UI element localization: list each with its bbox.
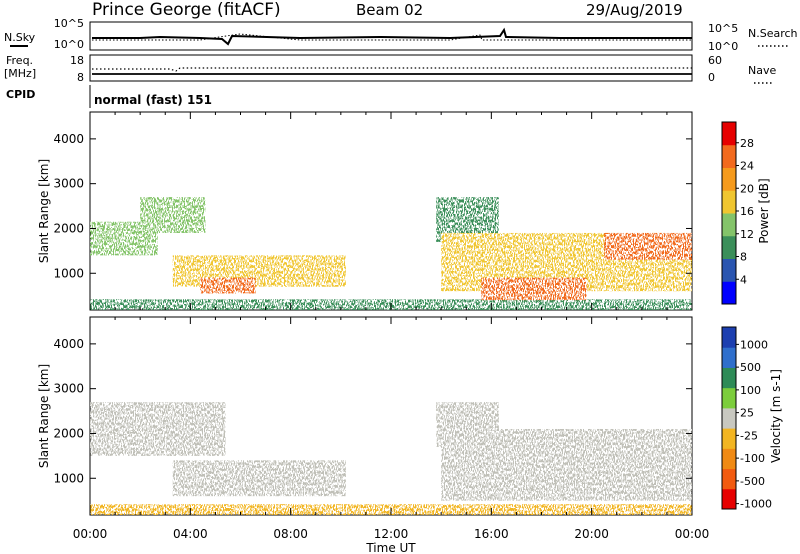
y-tick-label: 1000 <box>53 266 84 280</box>
y-tick-label: 1000 <box>53 471 84 485</box>
y-tick-label: 3000 <box>53 382 84 396</box>
scatter-region <box>140 197 206 233</box>
colorbar-swatch <box>722 235 736 259</box>
x-axis-label: Time UT <box>365 541 416 554</box>
velocity-scatter-layer <box>90 402 692 515</box>
colorbar-swatch <box>722 190 736 214</box>
colorbar-swatch <box>722 281 736 305</box>
colorbar-swatch <box>722 468 736 490</box>
colorbar-tick-label: -500 <box>740 475 765 488</box>
y-tick-label: 2000 <box>53 426 84 440</box>
colorbar-swatch <box>722 448 736 470</box>
colorbar-frame <box>721 326 737 510</box>
power-colorbar: 28 24 20 16 12 8 4 <box>721 121 754 305</box>
colorbar-swatch <box>722 488 736 510</box>
noise-left-tick-top: 10^5 <box>54 17 84 30</box>
y-tick-label: 4000 <box>53 132 84 146</box>
noise-search-trace <box>92 33 692 41</box>
colorbar-tick-label: 500 <box>740 361 761 374</box>
nave-tick-bottom: 0 <box>708 71 715 84</box>
noise-left-tick-bottom: 10^0 <box>54 38 84 51</box>
y-tick-label: 2000 <box>53 221 84 235</box>
noise-right-tick-bottom: 10^0 <box>708 40 738 53</box>
velocity-ylabel: Slant Range [km] <box>37 364 51 468</box>
colorbar-swatch <box>722 144 736 168</box>
cpid-label: CPID <box>6 88 35 101</box>
freq-tick-bottom: 8 <box>77 71 84 84</box>
colorbar-swatch <box>722 428 736 449</box>
x-tick-label: 00:00 <box>675 527 710 541</box>
colorbar-tick-label: 4 <box>740 273 747 286</box>
colorbar-swatch <box>722 367 736 389</box>
x-tick-label: 04:00 <box>173 527 208 541</box>
colorbar-tick-label: -100 <box>740 452 765 465</box>
power-y-axis: 1000 2000 3000 4000 <box>53 112 693 310</box>
colorbar-tick-label: 24 <box>740 160 754 173</box>
velocity-colorbar: 1000 500 100 25 -25 -100 -500 -1000 <box>721 326 772 511</box>
x-tick-label: 08:00 <box>273 527 308 541</box>
scatter-region <box>172 255 346 287</box>
cpid-value: normal (fast) 151 <box>94 93 212 107</box>
colorbar-swatch <box>722 327 736 348</box>
nave-label: Nave <box>748 64 776 77</box>
x-tick-label: 00:00 <box>73 527 108 541</box>
noise-sky-trace <box>92 27 692 46</box>
power-ylabel: Slant Range [km] <box>37 159 51 263</box>
beam-label: Beam 02 <box>356 1 423 19</box>
colorbar-tick-label: 16 <box>740 205 754 218</box>
colorbar-frame <box>721 121 737 305</box>
colorbar-tick-label: 8 <box>740 251 747 264</box>
scatter-region <box>441 428 692 501</box>
noise-right-tick-top: 10^5 <box>708 22 738 35</box>
colorbar-tick-label: 28 <box>740 137 754 150</box>
freq-tick-top: 18 <box>70 54 84 67</box>
scatter-region <box>172 460 346 497</box>
date-label: 29/Aug/2019 <box>586 1 683 19</box>
nave-trace <box>92 67 692 72</box>
nsearch-label: N.Search <box>748 27 798 40</box>
colorbar-tick-label: 12 <box>740 228 754 241</box>
time-x-axis: 00:00 04:00 08:00 12:00 16:00 20:00 00:00 <box>73 527 710 541</box>
x-tick-label: 16:00 <box>474 527 509 541</box>
power-colorbar-label: Power [dB] <box>757 178 771 243</box>
colorbar-tick-label: 1000 <box>740 338 768 351</box>
velocity-y-axis: 1000 2000 3000 4000 <box>53 317 693 515</box>
colorbar-swatch <box>722 213 736 237</box>
colorbar-swatch <box>722 347 736 368</box>
scatter-region <box>200 277 256 294</box>
y-tick-label: 3000 <box>53 177 84 191</box>
colorbar-swatch <box>722 167 736 191</box>
colorbar-tick-label: -1000 <box>740 498 772 511</box>
freq-label: Freq. <box>6 54 33 67</box>
colorbar-tick-label: -25 <box>740 429 758 442</box>
colorbar-tick-label: 20 <box>740 182 754 195</box>
colorbar-swatch <box>722 407 736 429</box>
noise-panel <box>89 21 693 51</box>
x-tick-label: 12:00 <box>374 527 409 541</box>
freq-unit: [MHz] <box>4 67 36 80</box>
station-title: Prince George (fitACF) <box>92 0 281 20</box>
colorbar-swatch <box>722 387 736 409</box>
nsky-label: N.Sky <box>4 31 36 44</box>
velocity-colorbar-label: Velocity [m s-1] <box>769 369 783 463</box>
nave-tick-top: 60 <box>708 54 722 67</box>
scatter-region <box>90 402 226 456</box>
y-tick-label: 4000 <box>53 337 84 351</box>
colorbar-tick-label: 25 <box>740 407 754 420</box>
x-tick-label: 20:00 <box>574 527 609 541</box>
scatter-region <box>604 232 692 260</box>
colorbar-swatch <box>722 258 736 282</box>
colorbar-swatch <box>722 122 736 146</box>
scatter-region <box>481 277 587 301</box>
colorbar-tick-label: 100 <box>740 384 761 397</box>
